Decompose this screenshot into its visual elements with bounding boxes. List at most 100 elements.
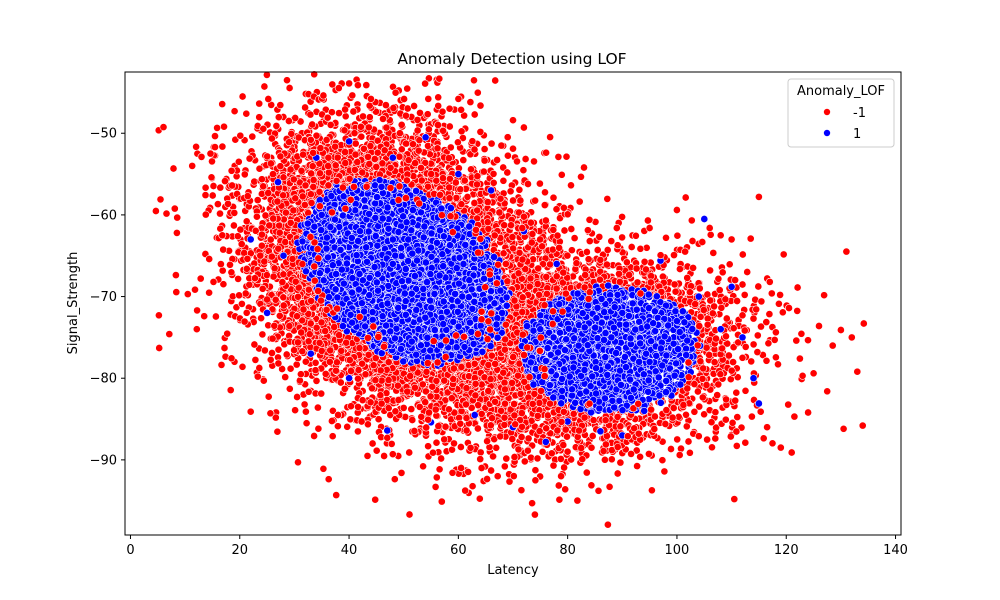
anomaly-point	[820, 291, 828, 300]
anomaly-point	[740, 291, 749, 299]
anomaly-point	[497, 141, 506, 150]
anomaly-point	[268, 334, 277, 343]
anomaly-point	[441, 422, 450, 431]
anomaly-point	[314, 424, 323, 433]
anomaly-point	[573, 433, 582, 441]
anomaly-point	[457, 443, 465, 451]
anomaly-point	[492, 443, 501, 452]
anomaly-point	[575, 197, 584, 206]
anomaly-point	[515, 248, 524, 257]
anomaly-point	[213, 124, 221, 132]
anomaly-point	[282, 208, 290, 217]
anomaly-point	[371, 495, 380, 504]
anomaly-point	[270, 264, 279, 273]
anomaly-point	[552, 284, 561, 293]
anomaly-point	[483, 437, 491, 446]
anomaly-point	[627, 450, 635, 458]
anomaly-point	[467, 165, 475, 174]
anomaly-point	[302, 419, 311, 428]
anomaly-point	[221, 177, 229, 185]
anomaly-point	[331, 142, 339, 151]
anomaly-point	[587, 443, 596, 452]
anomaly-point	[752, 305, 761, 314]
anomaly-point	[521, 155, 530, 163]
anomaly-point	[560, 203, 568, 212]
anomaly-point	[673, 231, 682, 240]
anomaly-point	[236, 225, 245, 234]
anomaly-point	[706, 230, 715, 239]
anomaly-point	[264, 392, 273, 401]
anomaly-point	[733, 297, 741, 305]
anomaly-point	[651, 412, 659, 421]
anomaly-point	[515, 185, 524, 194]
anomaly-point	[717, 303, 726, 312]
anomaly-point	[220, 122, 228, 131]
anomaly-point	[234, 275, 242, 283]
anomaly-point	[312, 377, 321, 385]
anomaly-point	[517, 486, 526, 495]
anomaly-point	[397, 120, 406, 129]
anomaly-point	[557, 170, 566, 179]
anomaly-point	[764, 339, 773, 348]
anomaly-point	[250, 340, 259, 349]
anomaly-point	[473, 180, 481, 189]
anomaly-point	[476, 128, 485, 136]
anomaly-point	[216, 209, 224, 218]
anomaly-point	[319, 91, 328, 100]
anomaly-point	[264, 189, 273, 197]
anomaly-point	[435, 74, 444, 83]
plot-area	[124, 70, 902, 536]
anomaly-point	[457, 127, 466, 136]
anomaly-point	[317, 389, 326, 398]
anomaly-point	[732, 442, 741, 450]
anomaly-point	[772, 353, 780, 362]
anomaly-point	[632, 231, 640, 240]
anomaly-point	[311, 358, 320, 367]
anomaly-point	[172, 271, 180, 279]
anomaly-point	[711, 408, 720, 417]
anomaly-point	[677, 444, 685, 453]
anomaly-point	[642, 243, 651, 252]
anomaly-point	[408, 416, 417, 424]
anomaly-point	[513, 157, 521, 166]
anomaly-point	[354, 403, 362, 411]
anomaly-point	[776, 291, 784, 299]
anomaly-point	[304, 387, 313, 396]
anomaly-point	[658, 456, 667, 465]
anomaly-point	[725, 351, 733, 360]
anomaly-point	[173, 213, 182, 222]
anomaly-point	[740, 326, 749, 335]
anomaly-point	[255, 113, 264, 122]
anomaly-point	[219, 245, 228, 254]
anomaly-point	[376, 391, 385, 400]
anomaly-point	[243, 254, 252, 263]
anomaly-point	[274, 359, 283, 368]
anomaly-point	[211, 143, 219, 151]
anomaly-point	[437, 454, 445, 463]
anomaly-point	[767, 289, 776, 298]
anomaly-point	[568, 246, 576, 255]
anomaly-point	[670, 280, 679, 289]
anomaly-point	[587, 481, 596, 490]
anomaly-point	[684, 437, 693, 446]
anomaly-point	[217, 361, 226, 369]
anomaly-point	[703, 435, 711, 444]
anomaly-point	[226, 386, 235, 394]
anomaly-point	[670, 251, 678, 259]
anomaly-point	[326, 346, 335, 355]
anomaly-point	[390, 475, 399, 484]
anomaly-point	[710, 358, 719, 367]
anomaly-point	[530, 157, 538, 166]
anomaly-point	[686, 448, 694, 457]
anomaly-point	[301, 103, 309, 112]
anomaly-point	[437, 497, 446, 506]
anomaly-point	[757, 297, 766, 306]
anomaly-point	[753, 331, 762, 340]
anomaly-point	[546, 260, 554, 269]
anomaly-point	[415, 403, 424, 411]
anomaly-point	[804, 336, 812, 345]
anomaly-point	[534, 264, 543, 273]
anomaly-point	[775, 299, 783, 308]
anomaly-point	[519, 166, 528, 175]
anomaly-point	[448, 468, 457, 477]
